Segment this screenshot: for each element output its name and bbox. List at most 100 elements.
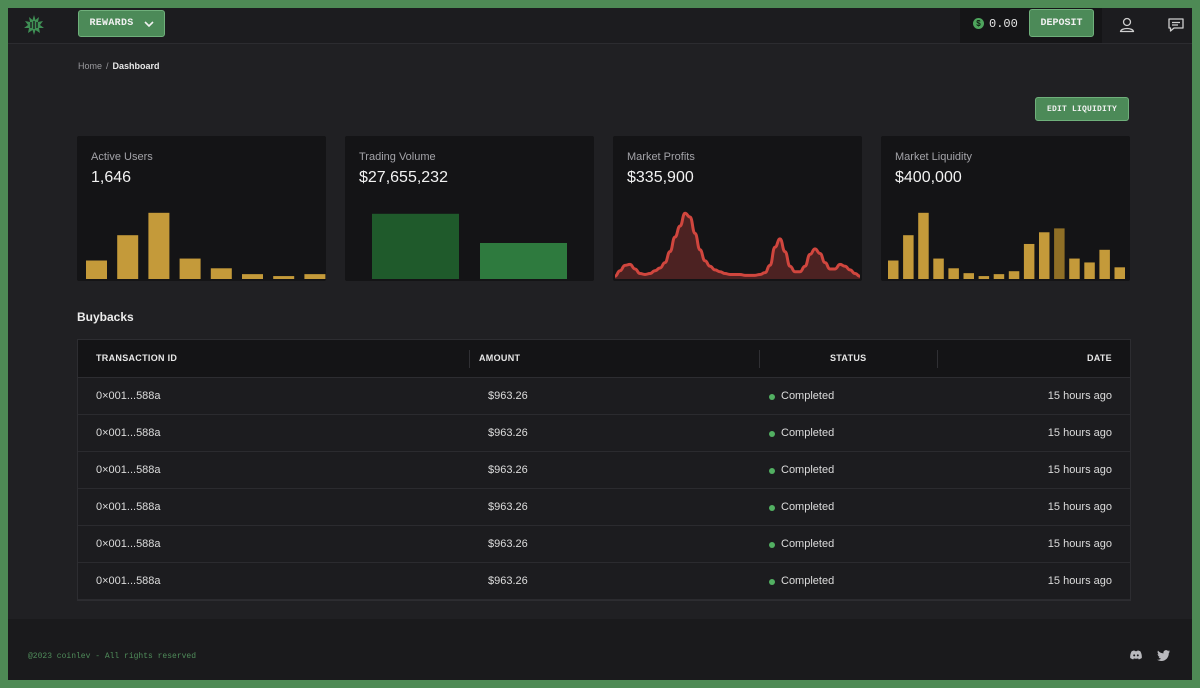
user-icon[interactable] xyxy=(1118,16,1136,34)
card-label: Active Users xyxy=(91,151,153,163)
date-value: 15 hours ago xyxy=(1047,464,1112,476)
chart-bar xyxy=(963,273,974,279)
stat-card-active-users: Active Users 1,646 xyxy=(77,136,326,281)
chart-bar xyxy=(1054,228,1065,279)
breadcrumb-home-link[interactable]: Home xyxy=(78,61,103,71)
chart-bar xyxy=(1084,262,1095,279)
chart-bar xyxy=(1099,249,1110,279)
chart-bar xyxy=(948,268,959,279)
chat-icon[interactable] xyxy=(1167,16,1185,34)
transaction-id[interactable]: 0×001...588a xyxy=(96,575,161,587)
status-dot-icon xyxy=(769,579,775,585)
date-value: 15 hours ago xyxy=(1047,427,1112,439)
chart-bar xyxy=(86,260,107,279)
status-label: Completed xyxy=(781,390,835,402)
status-label: Completed xyxy=(781,501,835,513)
rewards-label: REWARDS xyxy=(89,18,134,29)
transaction-id[interactable]: 0×001...588a xyxy=(96,390,161,402)
edit-liquidity-button[interactable]: EDIT LIQUIDITY xyxy=(1035,97,1129,121)
chart-bar xyxy=(179,258,201,279)
column-header-amount[interactable]: AMOUNT xyxy=(479,353,521,363)
status-label: Completed xyxy=(781,575,835,587)
status-label: Completed xyxy=(781,538,835,550)
chevron-down-icon xyxy=(143,20,154,27)
status-dot-icon xyxy=(769,468,775,474)
table-row[interactable]: 0×001...588a $963.26 Completed 15 hours ago xyxy=(78,563,1130,600)
card-value: $400,000 xyxy=(895,169,962,186)
transaction-id[interactable]: 0×001...588a xyxy=(96,501,161,513)
chart-bar xyxy=(888,260,899,279)
chart-bar xyxy=(978,276,990,279)
amount-value: $963.26 xyxy=(488,575,528,587)
transaction-id[interactable]: 0×001...588a xyxy=(96,538,161,550)
chart-bar xyxy=(933,258,944,279)
chart-bar xyxy=(1039,232,1050,279)
status-label: Completed xyxy=(781,464,835,476)
buybacks-table: TRANSACTION ID AMOUNT STATUS DATE 0×001.… xyxy=(77,339,1131,601)
card-value: $335,900 xyxy=(627,169,694,186)
chart-bar xyxy=(304,274,326,279)
market-profits-chart xyxy=(614,211,861,279)
column-header-status[interactable]: STATUS xyxy=(830,353,867,363)
card-label: Trading Volume xyxy=(359,151,436,163)
stat-card-market-profits: Market Profits $335,900 xyxy=(613,136,862,281)
chart-bar xyxy=(273,276,295,279)
chart-bar xyxy=(1023,243,1035,279)
chart-bar xyxy=(1069,258,1080,279)
twitter-icon[interactable] xyxy=(1157,648,1171,662)
amount-value: $963.26 xyxy=(488,390,528,402)
date-value: 15 hours ago xyxy=(1047,575,1112,587)
chart-bar xyxy=(210,268,232,279)
chart-area-fill xyxy=(615,213,860,279)
column-header-date[interactable]: DATE xyxy=(1086,353,1112,363)
chart-bar xyxy=(117,235,139,279)
chart-bar xyxy=(918,212,929,279)
table-row[interactable]: 0×001...588a $963.26 Completed 15 hours ago xyxy=(78,415,1130,452)
active-users-chart xyxy=(86,212,326,279)
section-title-buybacks: Buybacks xyxy=(77,310,134,324)
chart-bar xyxy=(148,212,170,279)
chart-bar xyxy=(242,274,263,279)
copyright-text: @2023 coinlev - All rights reserved xyxy=(28,652,197,661)
table-row[interactable]: 0×001...588a $963.26 Completed 15 hours ago xyxy=(78,489,1130,526)
date-value: 15 hours ago xyxy=(1047,390,1112,402)
balance-value: 0.00 xyxy=(989,17,1018,31)
table-row[interactable]: 0×001...588a $963.26 Completed 15 hours ago xyxy=(78,452,1130,489)
chart-bar xyxy=(1114,267,1125,279)
column-divider xyxy=(759,350,760,368)
status-dot-icon xyxy=(769,394,775,400)
chart-bar xyxy=(372,213,459,279)
status-label: Completed xyxy=(781,427,835,439)
footer: @2023 coinlev - All rights reserved xyxy=(8,619,1192,680)
status-dot-icon xyxy=(769,542,775,548)
discord-icon[interactable] xyxy=(1129,648,1143,662)
amount-value: $963.26 xyxy=(488,538,528,550)
column-header-transaction-id[interactable]: TRANSACTION ID xyxy=(96,353,178,363)
rewards-dropdown-button[interactable]: REWARDS xyxy=(78,10,165,37)
card-value: $27,655,232 xyxy=(359,169,448,186)
trading-volume-chart xyxy=(372,213,567,279)
amount-value: $963.26 xyxy=(488,501,528,513)
breadcrumb-current: Dashboard xyxy=(112,61,160,71)
card-value: 1,646 xyxy=(91,169,132,186)
breadcrumb: Home / Dashboard xyxy=(78,61,160,71)
table-row[interactable]: 0×001...588a $963.26 Completed 15 hours ago xyxy=(78,378,1130,415)
transaction-id[interactable]: 0×001...588a xyxy=(96,427,161,439)
transaction-id[interactable]: 0×001...588a xyxy=(96,464,161,476)
date-value: 15 hours ago xyxy=(1047,538,1112,550)
chart-bar xyxy=(993,274,1005,279)
wallet-balance: $ 0.00 DEPOSIT xyxy=(960,8,1102,43)
chart-bar xyxy=(903,235,914,279)
deposit-button[interactable]: DEPOSIT xyxy=(1029,9,1094,37)
card-label: Market Profits xyxy=(627,151,695,163)
amount-value: $963.26 xyxy=(488,427,528,439)
coin-icon: $ xyxy=(973,18,984,29)
table-header: TRANSACTION ID AMOUNT STATUS DATE xyxy=(78,340,1130,378)
coinlev-logo-icon[interactable] xyxy=(22,13,46,37)
table-row[interactable]: 0×001...588a $963.26 Completed 15 hours ago xyxy=(78,526,1130,563)
chart-bar xyxy=(480,242,567,279)
column-divider xyxy=(937,350,938,368)
card-label: Market Liquidity xyxy=(895,151,973,163)
status-dot-icon xyxy=(769,505,775,511)
status-dot-icon xyxy=(769,431,775,437)
